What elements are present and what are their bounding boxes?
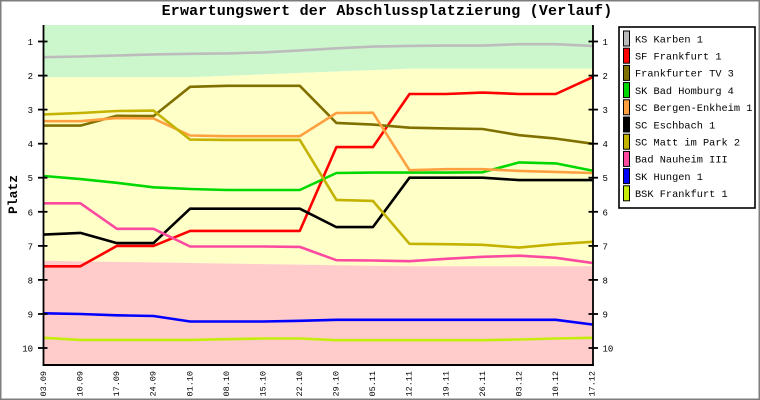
svg-text:4: 4 <box>603 140 608 150</box>
svg-text:17.09: 17.09 <box>112 371 122 397</box>
svg-text:Platz: Platz <box>6 175 21 214</box>
svg-text:08.10: 08.10 <box>222 371 232 397</box>
svg-text:8: 8 <box>28 276 33 286</box>
svg-text:6: 6 <box>28 208 33 218</box>
svg-text:5: 5 <box>28 174 33 184</box>
svg-text:01.10: 01.10 <box>185 371 195 397</box>
svg-text:12.11: 12.11 <box>405 371 415 397</box>
svg-text:SK Bad Homburg 4: SK Bad Homburg 4 <box>635 86 734 98</box>
svg-text:9: 9 <box>603 311 608 321</box>
svg-text:10.12: 10.12 <box>551 371 561 397</box>
svg-text:03.09: 03.09 <box>39 371 49 397</box>
svg-text:SK Hungen 1: SK Hungen 1 <box>635 172 703 184</box>
svg-text:Bad Nauheim III: Bad Nauheim III <box>635 155 728 167</box>
svg-text:KS Karben 1: KS Karben 1 <box>635 34 703 46</box>
svg-text:10: 10 <box>22 345 33 355</box>
svg-text:SC Eschbach 1: SC Eschbach 1 <box>635 120 715 132</box>
svg-text:1: 1 <box>603 38 608 48</box>
svg-text:SC Bergen-Enkheim 1: SC Bergen-Enkheim 1 <box>635 103 752 115</box>
svg-text:Erwartungswert der Abschlusspl: Erwartungswert der Abschlussplatzierung … <box>162 3 613 20</box>
svg-text:3: 3 <box>603 106 608 116</box>
svg-text:05.11: 05.11 <box>368 371 378 397</box>
svg-text:BSK Frankfurt 1: BSK Frankfurt 1 <box>635 189 728 201</box>
svg-text:15.10: 15.10 <box>258 371 268 397</box>
svg-text:6: 6 <box>603 208 608 218</box>
svg-text:SF Frankfurt 1: SF Frankfurt 1 <box>635 52 722 64</box>
svg-text:17.12: 17.12 <box>588 371 598 397</box>
svg-text:29.10: 29.10 <box>332 371 342 397</box>
svg-text:3: 3 <box>28 106 33 116</box>
svg-text:8: 8 <box>603 276 608 286</box>
svg-text:2: 2 <box>28 72 33 82</box>
svg-text:7: 7 <box>28 242 33 252</box>
svg-text:26.11: 26.11 <box>478 371 488 397</box>
svg-text:2: 2 <box>603 72 608 82</box>
svg-text:10: 10 <box>603 345 614 355</box>
svg-text:1: 1 <box>28 38 33 48</box>
svg-text:SC Matt im Park 2: SC Matt im Park 2 <box>635 138 740 150</box>
svg-text:19.11: 19.11 <box>441 371 451 397</box>
svg-text:9: 9 <box>28 311 33 321</box>
svg-text:22.10: 22.10 <box>295 371 305 397</box>
svg-text:10.09: 10.09 <box>76 371 86 397</box>
svg-text:5: 5 <box>603 174 608 184</box>
svg-text:24.09: 24.09 <box>149 371 159 397</box>
svg-text:4: 4 <box>28 140 33 150</box>
svg-text:Frankfurter TV 3: Frankfurter TV 3 <box>635 69 734 81</box>
svg-text:03.12: 03.12 <box>514 371 524 397</box>
svg-text:7: 7 <box>603 242 608 252</box>
